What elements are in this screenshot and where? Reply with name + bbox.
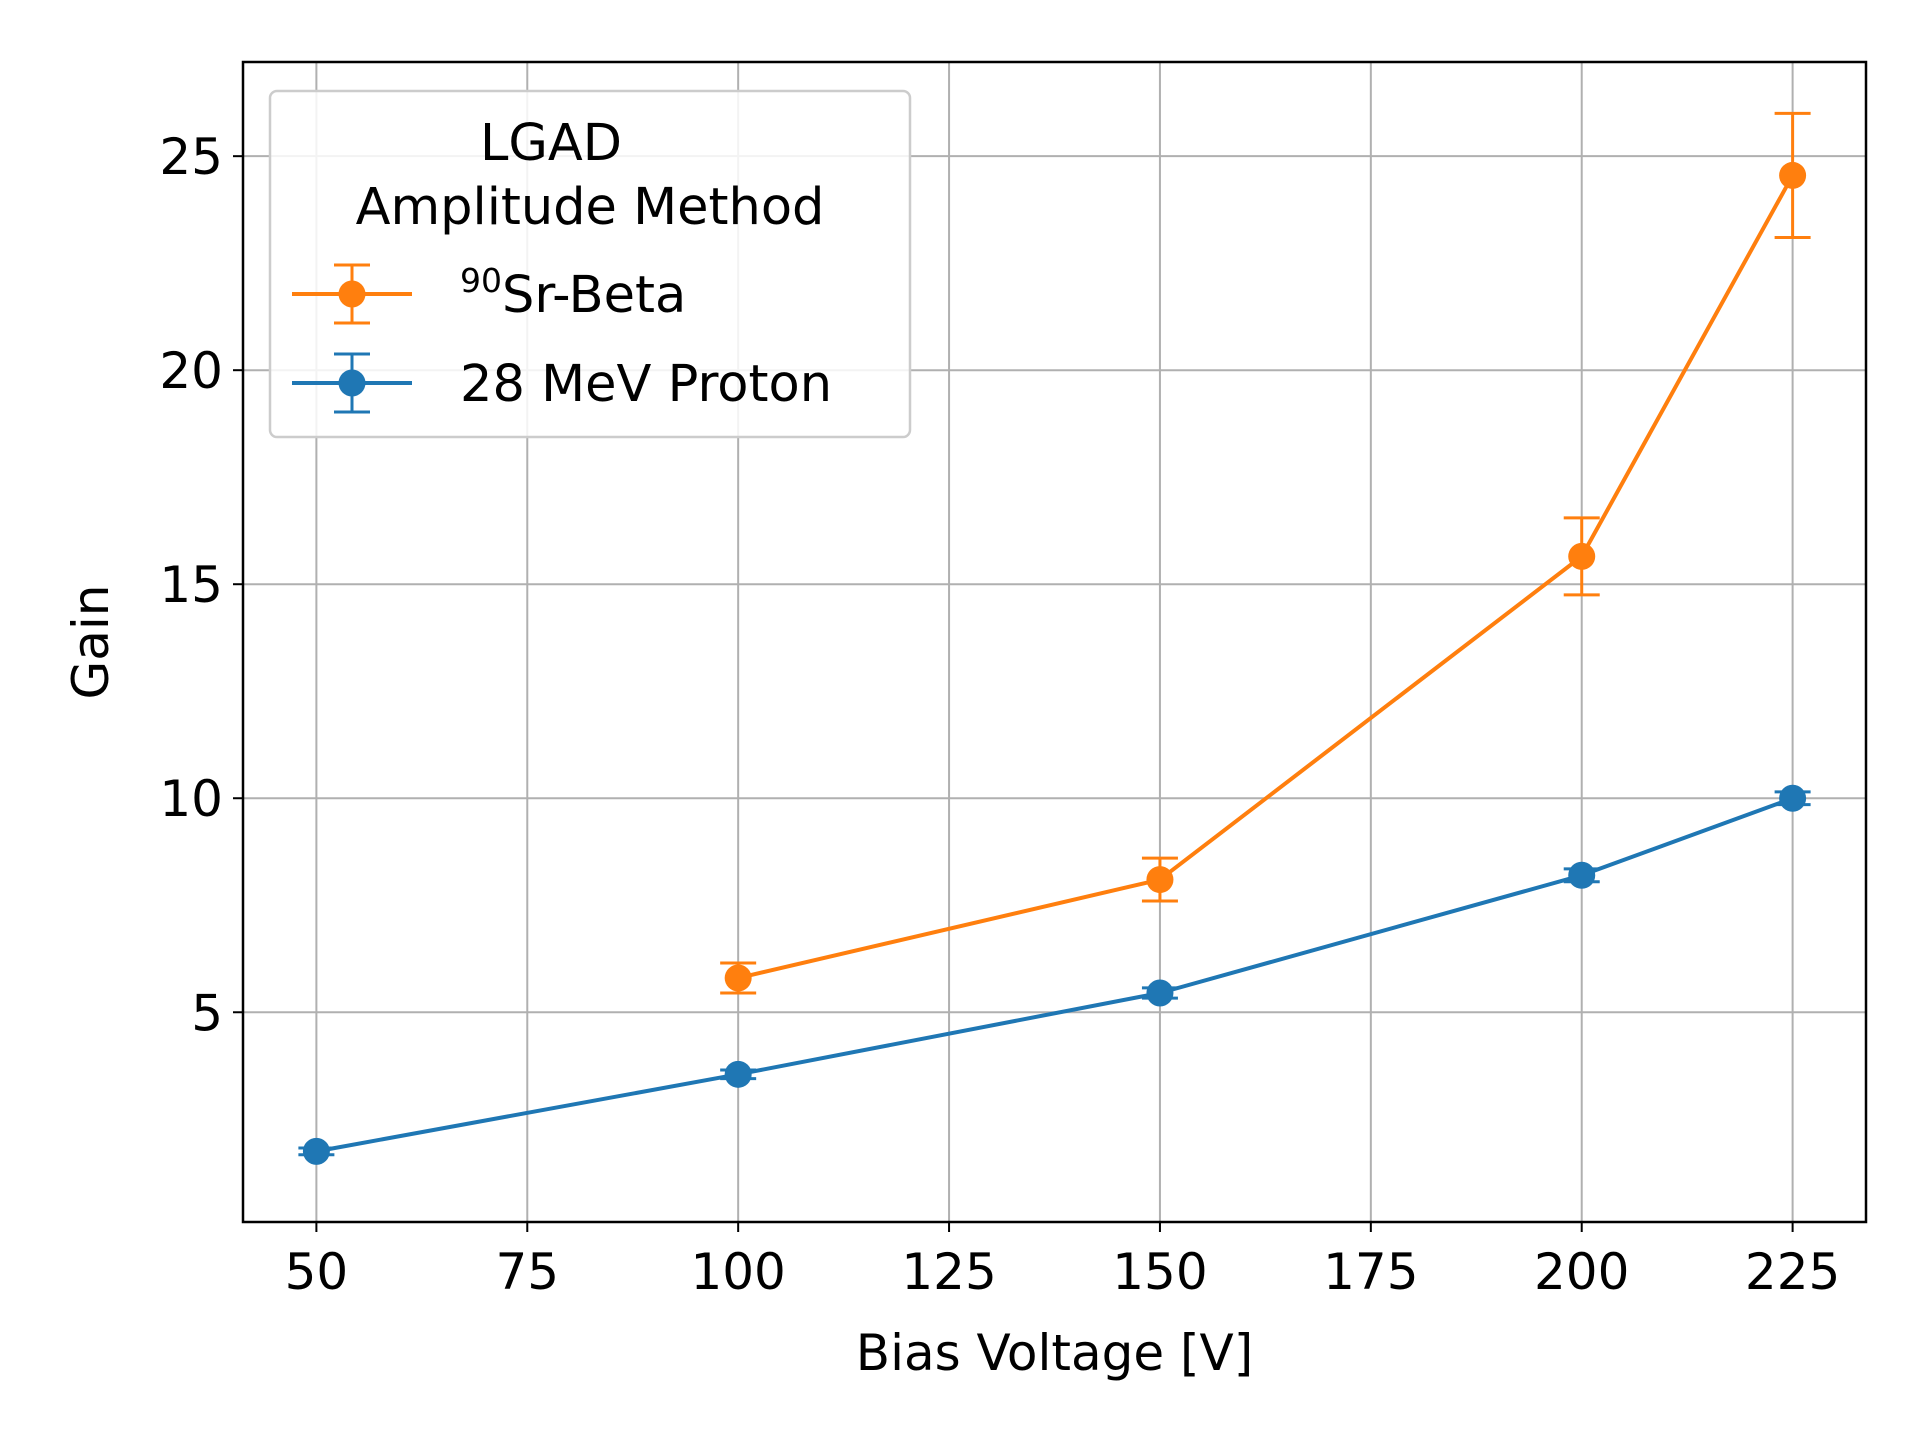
x-tick-label: 75 xyxy=(495,1243,559,1301)
series-0 xyxy=(720,111,1811,995)
data-point xyxy=(1568,542,1596,570)
legend-label-superscript: 90 xyxy=(460,261,502,300)
x-tick-label: 125 xyxy=(901,1243,996,1301)
legend-title-line-2: Amplitude Method xyxy=(356,178,825,237)
legend-title-line-1: LGAD xyxy=(480,114,622,173)
y-tick-label: 20 xyxy=(159,342,223,400)
legend-marker xyxy=(338,280,366,308)
x-tick-label: 150 xyxy=(1112,1243,1207,1301)
data-point xyxy=(724,964,752,992)
y-tick-label: 25 xyxy=(159,128,223,186)
x-axis-label: Bias Voltage [V] xyxy=(856,1324,1253,1382)
legend-label-text: 28 MeV Proton xyxy=(460,355,832,414)
data-point xyxy=(1146,866,1174,894)
y-tick-label: 15 xyxy=(159,556,223,614)
legend-marker xyxy=(338,369,366,397)
x-tick-label: 50 xyxy=(285,1243,349,1301)
data-point xyxy=(724,1060,752,1088)
data-point xyxy=(1146,979,1174,1007)
series-1 xyxy=(298,784,1811,1165)
y-tick-label: 10 xyxy=(159,770,223,828)
legend-label: 90Sr-Beta xyxy=(460,261,686,325)
data-point xyxy=(1779,784,1807,812)
series-line xyxy=(737,174,1795,980)
legend-label: 28 MeV Proton xyxy=(460,355,832,414)
y-axis-label: Gain xyxy=(62,585,120,700)
legend-entry-0: 90Sr-Beta xyxy=(292,261,686,325)
legend-entry-1: 28 MeV Proton xyxy=(292,352,832,414)
plot-frame xyxy=(241,60,1868,1224)
x-tick-label: 100 xyxy=(690,1243,785,1301)
legend-entries: 90Sr-Beta 28 MeV Proton xyxy=(292,261,832,414)
x-tick-label: 200 xyxy=(1534,1243,1629,1301)
legend-box xyxy=(268,89,912,439)
data-point xyxy=(302,1137,330,1165)
data-point xyxy=(1779,161,1807,189)
legend: LGAD Amplitude Method 90Sr-Beta 28 MeV Pr… xyxy=(268,89,912,439)
axis-ticks: 50 75 100 125 150 175 200 225 5 10 15 20 25 xyxy=(159,128,1840,1301)
x-tick-label: 225 xyxy=(1745,1243,1840,1301)
series-layer xyxy=(298,111,1811,1165)
x-tick-label: 175 xyxy=(1323,1243,1418,1301)
data-point xyxy=(1568,861,1596,889)
legend-label-text: Sr-Beta xyxy=(502,266,686,325)
y-tick-label: 5 xyxy=(191,984,223,1042)
